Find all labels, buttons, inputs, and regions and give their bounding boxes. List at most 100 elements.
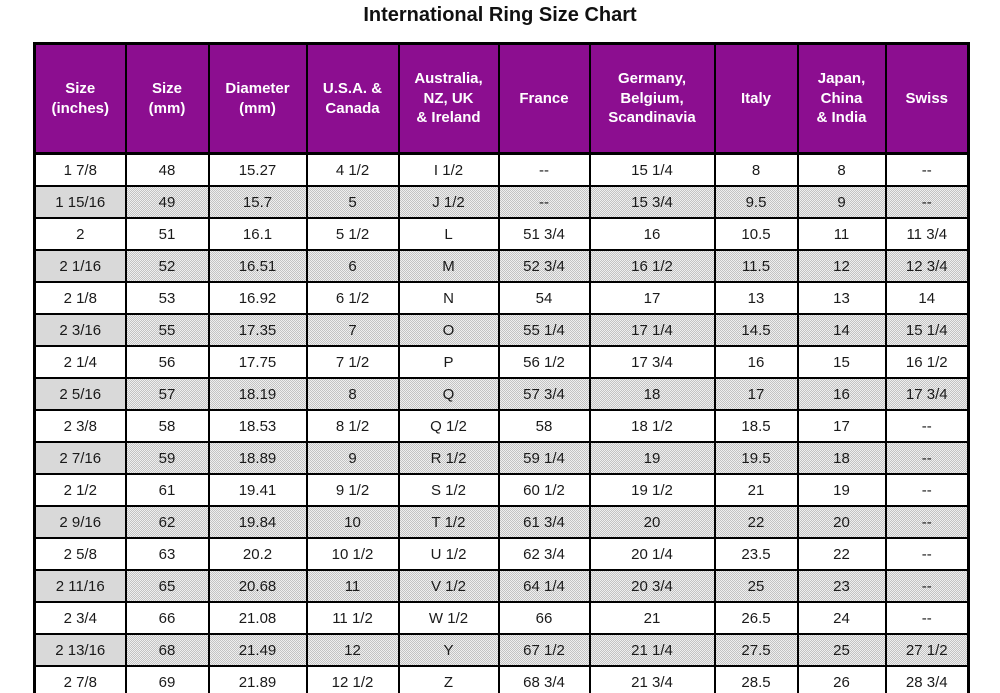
table-cell: 21.49 bbox=[207, 633, 308, 667]
column-header: U.S.A. & Canada bbox=[305, 42, 400, 155]
table-cell: 16.92 bbox=[207, 281, 308, 315]
table-cell: L bbox=[397, 217, 500, 251]
table-cell: 16 bbox=[713, 345, 799, 379]
table-cell: 12 1/2 bbox=[305, 665, 400, 693]
table-cell: P bbox=[397, 345, 500, 379]
table-cell: V 1/2 bbox=[397, 569, 500, 603]
table-cell: Q bbox=[397, 377, 500, 411]
table-cell: 13 bbox=[713, 281, 799, 315]
table-cell: 53 bbox=[124, 281, 210, 315]
table-cell: 52 bbox=[124, 249, 210, 283]
table-cell: 2 5/16 bbox=[33, 377, 127, 411]
table-cell: 15 bbox=[796, 345, 887, 379]
table-cell: 2 1/4 bbox=[33, 345, 127, 379]
table-cell: 1 15/16 bbox=[33, 185, 127, 219]
table-cell: 18.89 bbox=[207, 441, 308, 475]
column-header: France bbox=[497, 42, 591, 155]
table-row: 2 1/4 56 17.75 7 1/2 P 56 1/2 17 3/4 16 15 16 1/2 bbox=[33, 345, 970, 379]
table-cell: 11 3/4 bbox=[884, 217, 970, 251]
table-cell: 4 1/2 bbox=[305, 152, 400, 187]
table-cell: 16.51 bbox=[207, 249, 308, 283]
table-cell: 11 bbox=[305, 569, 400, 603]
column-header: Size (mm) bbox=[124, 42, 210, 155]
table-cell: 19 bbox=[588, 441, 716, 475]
table-row: 2 7/16 59 18.89 9 R 1/2 59 1/4 19 19.5 18 -- bbox=[33, 441, 970, 475]
ring-size-table: Size (inches) Size (mm) Diameter (mm) U.S.A… bbox=[33, 42, 970, 693]
table-row: 2 9/16 62 19.84 10 T 1/2 61 3/4 20 22 20 -- bbox=[33, 505, 970, 539]
table-cell: 22 bbox=[796, 537, 887, 571]
table-cell: 5 bbox=[305, 185, 400, 219]
table-row: 2 13/16 68 21.49 12 Y 67 1/2 21 1/4 27.5 25 27 1/… bbox=[33, 633, 970, 667]
table-cell: 17 bbox=[796, 409, 887, 443]
table-row: 1 15/16 49 15.7 5 J 1/2 -- 15 3/4 9.5 9 -- bbox=[33, 185, 970, 219]
table-body: 1 7/8 48 15.27 4 1/2 I 1/2 -- 15 1/4 8 8 -- 1 15/1… bbox=[33, 152, 970, 693]
table-cell: Z bbox=[397, 665, 500, 693]
table-cell: 62 3/4 bbox=[497, 537, 591, 571]
table-cell: 48 bbox=[124, 152, 210, 187]
header-row: Size (inches) Size (mm) Diameter (mm) U.S.A… bbox=[33, 42, 970, 155]
table-cell: 20 1/4 bbox=[588, 537, 716, 571]
table-cell: 61 bbox=[124, 473, 210, 507]
table-cell: 18 bbox=[796, 441, 887, 475]
table-cell: 16 bbox=[796, 377, 887, 411]
table-row: 2 51 16.1 5 1/2 L 51 3/4 16 10.5 11 11 3/4 bbox=[33, 217, 970, 251]
table-row: 2 1/2 61 19.41 9 1/2 S 1/2 60 1/2 19 1/2 21 19 -- bbox=[33, 473, 970, 507]
table-cell: 17 1/4 bbox=[588, 313, 716, 347]
table-cell: 67 1/2 bbox=[497, 633, 591, 667]
table-cell: -- bbox=[884, 185, 970, 219]
table-cell: -- bbox=[884, 409, 970, 443]
table-cell: 20 bbox=[588, 505, 716, 539]
table-cell: 58 bbox=[497, 409, 591, 443]
table-cell: 15.7 bbox=[207, 185, 308, 219]
table-cell: 16 1/2 bbox=[884, 345, 970, 379]
table-cell: 20 3/4 bbox=[588, 569, 716, 603]
table-cell: -- bbox=[884, 601, 970, 635]
table-cell: 21.89 bbox=[207, 665, 308, 693]
table-cell: 21 bbox=[713, 473, 799, 507]
table-cell: 56 1/2 bbox=[497, 345, 591, 379]
table-cell: 17 bbox=[713, 377, 799, 411]
table-cell: 7 bbox=[305, 313, 400, 347]
table-cell: 15.27 bbox=[207, 152, 308, 187]
table-cell: 16 1/2 bbox=[588, 249, 716, 283]
table-cell: M bbox=[397, 249, 500, 283]
table-cell: 58 bbox=[124, 409, 210, 443]
table-row: 2 3/8 58 18.53 8 1/2 Q 1/2 58 18 1/2 18.5 17 -- bbox=[33, 409, 970, 443]
table-cell: 24 bbox=[796, 601, 887, 635]
column-header: Size (inches) bbox=[33, 42, 127, 155]
table-cell: 19.41 bbox=[207, 473, 308, 507]
table-row: 2 5/16 57 18.19 8 Q 57 3/4 18 17 16 17 3/4 bbox=[33, 377, 970, 411]
table-cell: 49 bbox=[124, 185, 210, 219]
table-cell: -- bbox=[884, 569, 970, 603]
table-cell: 64 1/4 bbox=[497, 569, 591, 603]
table-cell: 9 bbox=[305, 441, 400, 475]
table-cell: 14.5 bbox=[713, 313, 799, 347]
table-cell: 19 bbox=[796, 473, 887, 507]
table-cell: 66 bbox=[124, 601, 210, 635]
table-cell: 51 bbox=[124, 217, 210, 251]
table-cell: I 1/2 bbox=[397, 152, 500, 187]
table-cell: 8 1/2 bbox=[305, 409, 400, 443]
table-cell: 22 bbox=[713, 505, 799, 539]
table-cell: 17 3/4 bbox=[588, 345, 716, 379]
table-cell: 20.68 bbox=[207, 569, 308, 603]
table-header: Size (inches) Size (mm) Diameter (mm) U.S.A… bbox=[33, 42, 970, 155]
table-cell: 7 1/2 bbox=[305, 345, 400, 379]
table-row: 2 3/4 66 21.08 11 1/2 W 1/2 66 21 26.5 24 -- bbox=[33, 601, 970, 635]
table-cell: 65 bbox=[124, 569, 210, 603]
table-cell: 20 bbox=[796, 505, 887, 539]
table-cell: 16.1 bbox=[207, 217, 308, 251]
table-cell: 15 3/4 bbox=[588, 185, 716, 219]
table-cell: J 1/2 bbox=[397, 185, 500, 219]
table-cell: 25 bbox=[713, 569, 799, 603]
table-row: 2 1/16 52 16.51 6 M 52 3/4 16 1/2 11.5 12 12 3/4 bbox=[33, 249, 970, 283]
table-cell: 68 3/4 bbox=[497, 665, 591, 693]
table-cell: 11 1/2 bbox=[305, 601, 400, 635]
table-cell: Q 1/2 bbox=[397, 409, 500, 443]
table-cell: 52 3/4 bbox=[497, 249, 591, 283]
table-cell: 59 1/4 bbox=[497, 441, 591, 475]
table-cell: 10 1/2 bbox=[305, 537, 400, 571]
table-cell: 2 3/16 bbox=[33, 313, 127, 347]
column-header: Japan, China & India bbox=[796, 42, 887, 155]
